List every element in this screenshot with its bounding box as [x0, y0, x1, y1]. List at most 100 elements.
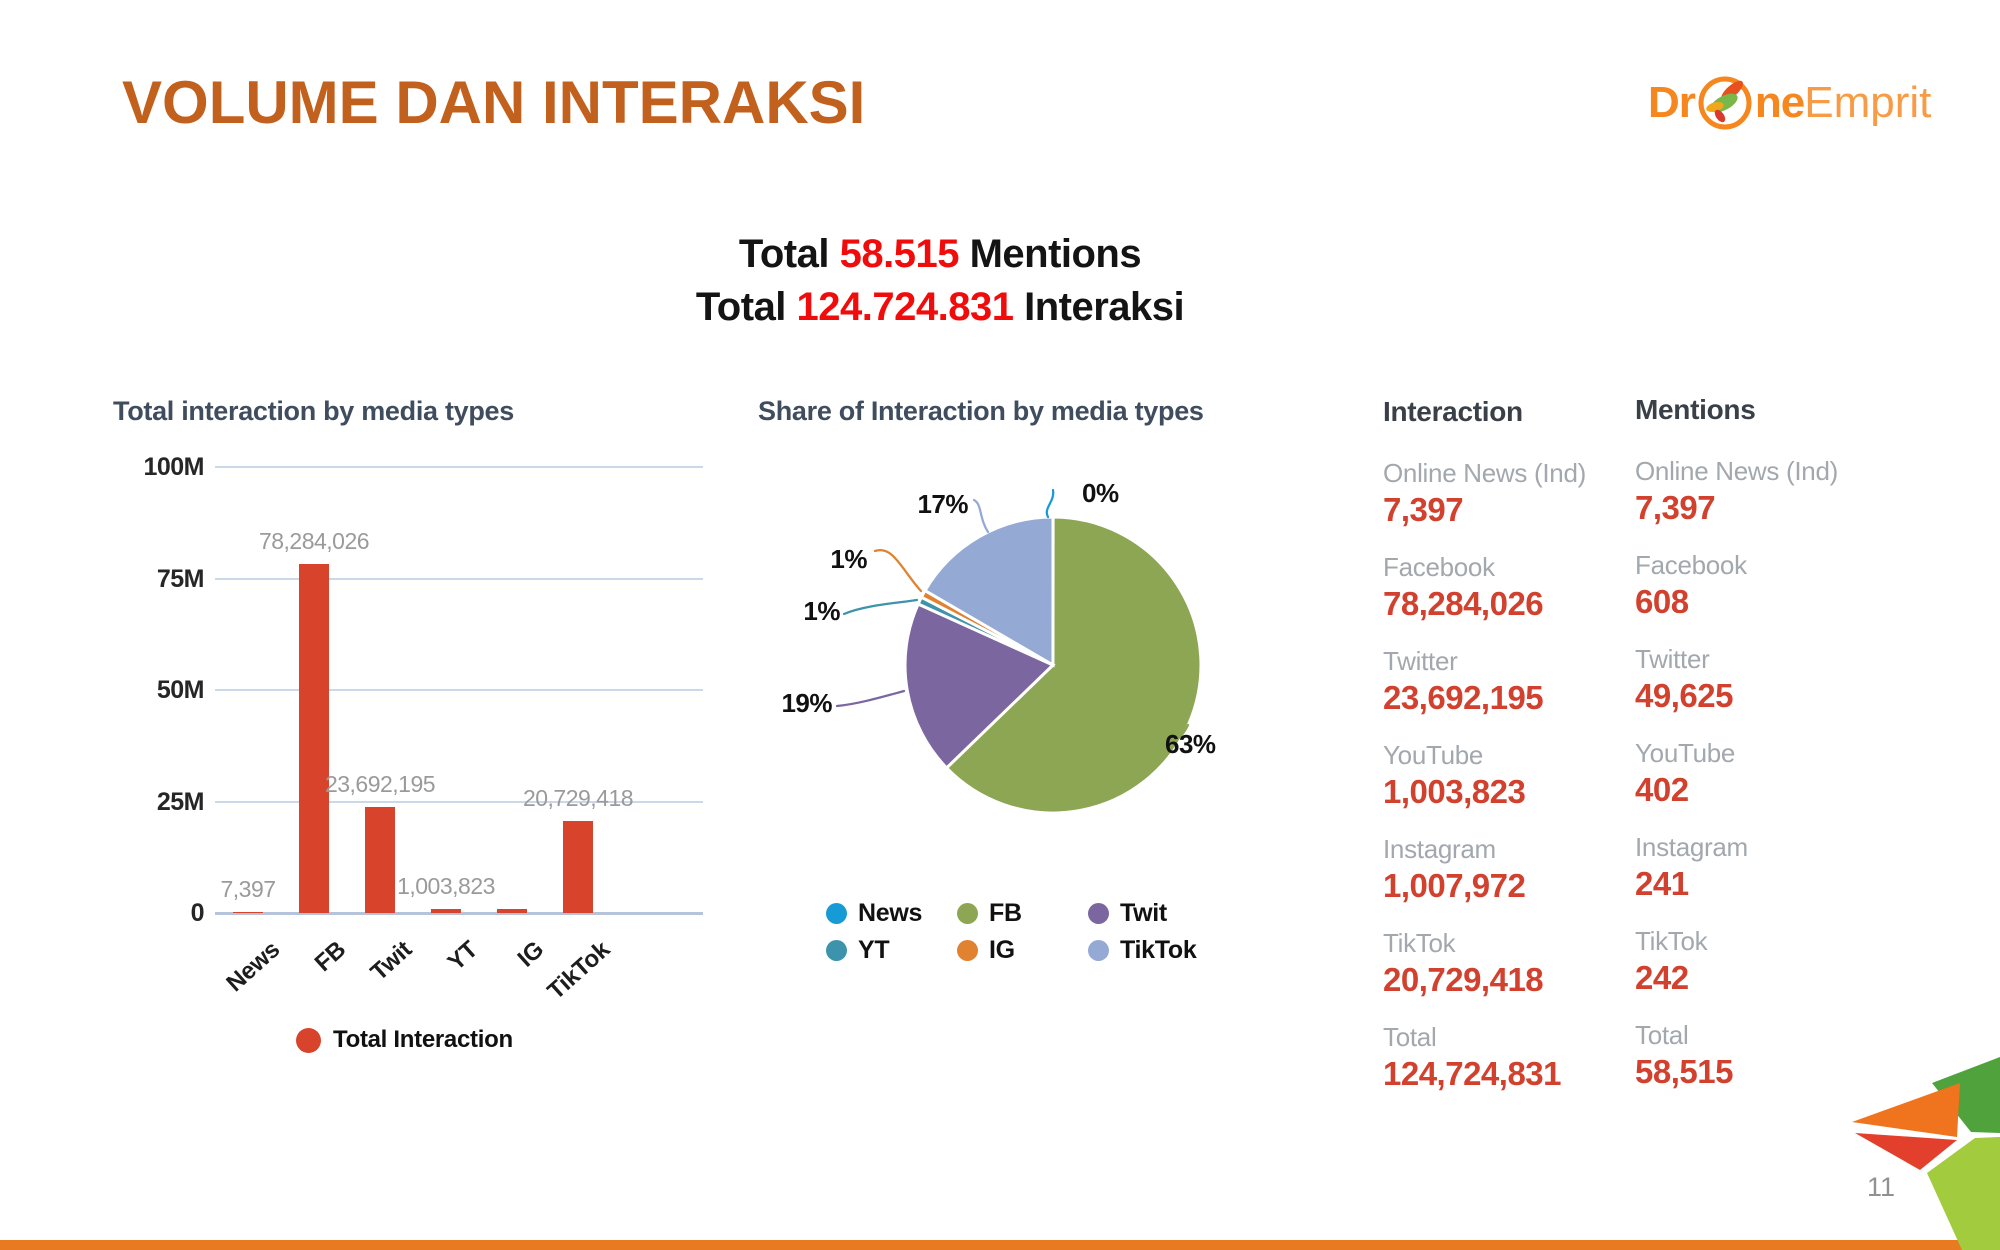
pie-chart-title: Share of Interaction by media types — [758, 396, 1204, 426]
pie-legend-item-TikTok: TikTok — [1088, 935, 1197, 965]
pie-callout-ig — [873, 548, 923, 593]
pie-slice-Twit — [903, 602, 1056, 771]
bar-value-YT: 1,003,823 — [397, 872, 495, 899]
bar-value-News: 7,397 — [220, 875, 276, 902]
pie-callout-twit — [835, 689, 906, 708]
logo-text-emprit: Emprit — [1804, 78, 1932, 127]
stats-interaction-label-2: Twitter — [1383, 646, 1458, 676]
pie-legend-dot-News — [826, 903, 847, 924]
page-title: VOLUME DAN INTERAKSI — [122, 69, 866, 136]
pie-slice-FB — [944, 515, 1203, 815]
bar-chart-title: Total interaction by media types — [113, 396, 514, 426]
bar-gridline-25M — [215, 800, 703, 803]
bar-ytick-25M: 25M — [156, 787, 205, 816]
stats-interaction-label-5: TikTok — [1383, 928, 1456, 958]
pie-label-ig: 1% — [830, 544, 867, 574]
stats-interaction-value-4: 1,007,972 — [1383, 867, 1526, 904]
pie-chart-legend: News FB Twit YT IG TikTok — [826, 899, 1296, 979]
stats-mentions-label-3: YouTube — [1635, 738, 1736, 768]
pie-label-tiktok: 17% — [917, 489, 968, 519]
stats-interaction-value-1: 78,284,026 — [1383, 585, 1544, 622]
stats-interaction-value-5: 20,729,418 — [1383, 961, 1544, 998]
stats-interaction-label-1: Facebook — [1383, 552, 1495, 582]
bar-gridline-50M — [215, 689, 703, 691]
stats-mentions-value-2: 49,625 — [1635, 677, 1733, 714]
pie-label-twit: 19% — [781, 688, 832, 718]
stats-interaction-value-0: 7,397 — [1383, 491, 1464, 528]
pie-legend-dot-Twit — [1088, 903, 1109, 924]
pie-chart: 0% 17% 1% 1% 19% 63% — [781, 478, 1216, 815]
bar-Twit — [365, 807, 395, 913]
bar-value-TikTok: 20,729,418 — [522, 784, 634, 811]
bar-ytick-75M: 75M — [156, 564, 205, 593]
bar-IG — [497, 908, 527, 913]
pie-slice-TikTok — [922, 515, 1055, 668]
stats-interaction-label-4: Instagram — [1383, 834, 1496, 864]
stats-interaction-label-0: Online News (Ind) — [1383, 458, 1586, 488]
corner-decoration — [1852, 1057, 2000, 1250]
bar-chart-legend: Total Interaction — [296, 1026, 513, 1054]
pie-legend-dot-YT — [826, 939, 847, 961]
pie-legend-item-Twit: Twit — [1088, 899, 1167, 928]
droneemprit-logo: Dr ne Emprit — [1648, 72, 1931, 134]
pie-callout-tiktok — [972, 498, 990, 534]
pie-legend-item-News: News — [826, 899, 922, 928]
footer-accent-bar — [0, 1240, 2000, 1250]
stats-mentions-label-2: Twitter — [1635, 644, 1710, 674]
bar-TikTok — [563, 820, 593, 913]
pie-legend-label-TikTok: TikTok — [1120, 935, 1197, 964]
interaction-header: Interaction — [1383, 396, 1523, 427]
pie-slices — [903, 515, 1203, 815]
total-mentions-line: Total 58.515 Mentions — [540, 228, 1340, 281]
stats-mentions-label-5: TikTok — [1635, 926, 1708, 956]
total-interaksi-prefix: Total — [695, 285, 787, 329]
pie-legend-dot-FB — [957, 903, 978, 924]
total-interaction-legend-label: Total Interaction — [333, 1026, 513, 1053]
mentions-stats-column: Mentions Online News (Ind) 7,397 Facebook 6… — [1635, 394, 1895, 1134]
bar-gridline-75M — [215, 577, 703, 580]
pie-label-fb: 63% — [1165, 729, 1216, 759]
bar-News — [233, 911, 263, 913]
stats-mentions-label-6: Total — [1635, 1020, 1689, 1050]
stats-mentions-value-1: 608 — [1635, 583, 1689, 620]
page-number: 11 — [1866, 1172, 1896, 1202]
stats-mentions-label-0: Online News (Ind) — [1635, 456, 1838, 486]
stats-mentions-value-6: 58,515 — [1635, 1053, 1733, 1090]
stats-interaction-value-2: 23,692,195 — [1383, 679, 1544, 716]
bar-gridline-0 — [215, 912, 703, 915]
logo-text-ne: ne — [1754, 78, 1805, 127]
total-mentions-value: 58.515 — [839, 232, 960, 276]
stats-mentions-value-3: 402 — [1635, 771, 1689, 808]
pie-legend-item-FB: FB — [957, 899, 1022, 928]
stats-interaction-label-3: YouTube — [1383, 740, 1484, 770]
bar-value-FB: 78,284,026 — [258, 527, 370, 554]
pie-label-news: 0% — [1082, 478, 1119, 508]
stats-interaction-value-6: 124,724,831 — [1383, 1055, 1562, 1092]
pie-legend-label-News: News — [858, 899, 923, 927]
pie-legend-dot-TikTok — [1088, 939, 1109, 961]
mentions-header: Mentions — [1635, 394, 1756, 425]
stats-mentions-value-0: 7,397 — [1635, 489, 1716, 526]
droneemprit-bird-icon — [1698, 76, 1752, 130]
pie-legend-item-YT: YT — [826, 936, 890, 965]
bar-gridline-100M — [215, 466, 703, 468]
stats-interaction-value-3: 1,003,823 — [1383, 773, 1526, 810]
stats-interaction-label-6: Total — [1383, 1022, 1437, 1052]
bar-ytick-100M: 100M — [143, 453, 204, 481]
pie-legend-dot-IG — [957, 939, 978, 961]
stats-mentions-value-4: 241 — [1635, 865, 1689, 902]
pie-label-yt: 1% — [803, 596, 840, 626]
stats-mentions-label-1: Facebook — [1635, 550, 1747, 580]
pie-callout-fb — [1161, 723, 1190, 750]
logo-text-dr: Dr — [1648, 78, 1696, 127]
pie-legend-label-FB: FB — [989, 899, 1022, 927]
total-mentions-prefix: Total — [738, 232, 830, 276]
interaction-stats-column: Interaction Online News (Ind) 7,397 Facebo… — [1383, 396, 1643, 1136]
stats-mentions-value-5: 242 — [1635, 959, 1689, 996]
pie-callout-news — [1045, 488, 1055, 519]
pie-callout-yt — [842, 598, 919, 616]
bar-ytick-50M: 50M — [156, 676, 205, 704]
totals-summary: Total 58.515 Mentions Total 124.724.831 … — [540, 228, 1340, 334]
total-interaksi-value: 124.724.831 — [796, 285, 1014, 329]
